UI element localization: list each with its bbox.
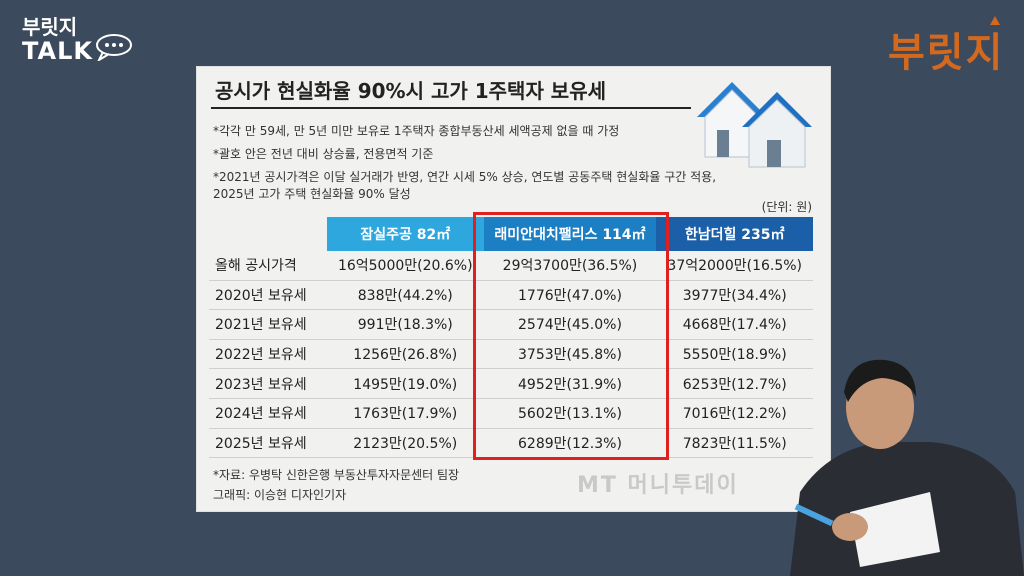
- table-cell: 2574만(45.0%): [483, 309, 657, 340]
- table-cell: 29억3700만(36.5%): [483, 251, 657, 281]
- card-footer: *자료: 우병탁 신한은행 부동산투자자문센터 팀장 그래픽: 이승현 디자인기…: [213, 465, 459, 505]
- column-header-raemian: 래미안대치팰리스 114㎡: [483, 217, 657, 251]
- source-credit: *자료: 우병탁 신한은행 부동산투자자문센터 팀장: [213, 468, 460, 482]
- row-label: 2023년 보유세: [209, 368, 327, 399]
- table-row: 2020년 보유세 838만(44.2%) 1776만(47.0%) 3977만…: [209, 280, 813, 311]
- column-header-hannam: 한남더힐 235㎡: [656, 217, 813, 251]
- column-header-jamsil: 잠실주공 82㎡: [327, 217, 484, 251]
- table-cell: 5550만(18.9%): [656, 339, 813, 370]
- unit-label: (단위: 원): [761, 200, 812, 214]
- table-cell: 2123만(20.5%): [327, 428, 484, 459]
- table-cell: 7823만(11.5%): [656, 428, 813, 459]
- table-cell: 991만(18.3%): [327, 309, 484, 340]
- table-cell: 4668만(17.4%): [656, 309, 813, 340]
- row-label: 2022년 보유세: [209, 339, 327, 370]
- notes: *각각 만 59세, 만 5년 미만 보유로 1주택자 종합부동산세 세액공제 …: [213, 123, 716, 209]
- table-cell: 7016만(12.2%): [656, 398, 813, 429]
- note-4: 2025년 고가 주택 현실화율 90% 달성: [213, 187, 411, 201]
- table-cell: 37억2000만(16.5%): [656, 251, 813, 281]
- table-row: 2021년 보유세 991만(18.3%) 2574만(45.0%) 4668만…: [209, 309, 813, 340]
- table-row: 올해 공시가격 16억5000만(20.6%) 29억3700만(36.5%) …: [209, 251, 813, 281]
- table-cell: 3753만(45.8%): [483, 339, 657, 370]
- table-cell: 1495만(19.0%): [327, 368, 484, 399]
- presenter-figure: [790, 359, 1024, 576]
- table-row: 2022년 보유세 1256만(26.8%) 3753만(45.8%) 5550…: [209, 339, 813, 370]
- table-cell: 3977만(34.4%): [656, 280, 813, 311]
- table-cell: 1763만(17.9%): [327, 398, 484, 429]
- brand-logo-right: 부릿지: [888, 16, 1005, 78]
- row-label: 2020년 보유세: [209, 280, 327, 311]
- table-row: 2024년 보유세 1763만(17.9%) 5602만(13.1%) 7016…: [209, 398, 813, 429]
- row-label: 2024년 보유세: [209, 398, 327, 429]
- note-3: *2021년 공시가격은 이달 실거래가 반영, 연간 시세 5% 상승, 연도…: [213, 170, 717, 184]
- table-cell: 6289만(12.3%): [483, 428, 657, 459]
- note-2: *괄호 안은 전년 대비 상승률, 전용면적 기준: [213, 147, 434, 161]
- table-cell: 16억5000만(20.6%): [327, 251, 484, 281]
- brand-line2: TALK: [22, 37, 93, 65]
- table-cell: 5602만(13.1%): [483, 398, 657, 429]
- header-blank: [209, 217, 327, 251]
- table-row: 2023년 보유세 1495만(19.0%) 4952만(31.9%) 6253…: [209, 368, 813, 399]
- brand-logo-right-text: 부릿지: [888, 30, 1005, 76]
- house-illustration-icon: [697, 82, 812, 168]
- graphic-credit: 그래픽: 이승현 디자인기자: [213, 488, 347, 502]
- table-cell: 838만(44.2%): [327, 280, 484, 311]
- speech-bubble-icon: [96, 34, 132, 61]
- brand-line1: 부릿지: [22, 15, 78, 39]
- up-arrow-icon: [990, 16, 1000, 25]
- brand-logo-left: 부릿지 TALK: [22, 16, 93, 64]
- table-row: 2025년 보유세 2123만(20.5%) 6289만(12.3%) 7823…: [209, 428, 813, 459]
- table-cell: 4952만(31.9%): [483, 368, 657, 399]
- highlight-box: [473, 212, 669, 460]
- watermark: MT 머니투데이: [577, 473, 739, 498]
- card-title: 공시가 현실화율 90%시 고가 1주택자 보유세: [215, 79, 607, 103]
- row-label: 2021년 보유세: [209, 309, 327, 340]
- tax-table: 잠실주공 82㎡ 래미안대치팰리스 114㎡ 한남더힐 235㎡ 올해 공시가격…: [209, 217, 813, 459]
- row-label: 2025년 보유세: [209, 428, 327, 459]
- title-divider: [211, 107, 691, 109]
- table-cell: 1256만(26.8%): [327, 339, 484, 370]
- table-cell: 6253만(12.7%): [656, 368, 813, 399]
- note-1: *각각 만 59세, 만 5년 미만 보유로 1주택자 종합부동산세 세액공제 …: [213, 124, 620, 138]
- infographic-card: 공시가 현실화율 90%시 고가 1주택자 보유세 *각각 만 59세, 만 5…: [196, 66, 831, 512]
- table-cell: 1776만(47.0%): [483, 280, 657, 311]
- row-label: 올해 공시가격: [209, 251, 327, 281]
